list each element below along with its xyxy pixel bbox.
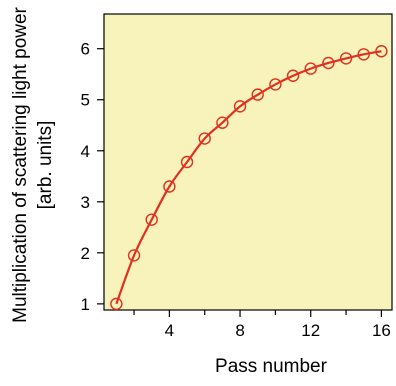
data-point: [339, 52, 353, 65]
series-line: [115, 50, 382, 305]
x-tick-label: 16: [372, 321, 391, 340]
x-axis-ticks: 4 8 12 16: [133, 310, 391, 340]
x-tick-label: 12: [301, 321, 320, 340]
y-axis-ticks: 1 2 3 4 5 6: [81, 40, 104, 314]
series-layer: [110, 45, 388, 311]
data-point: [180, 155, 194, 169]
y-tick-label: 2: [81, 244, 90, 263]
data-point: [251, 88, 264, 101]
y-tick-label: 5: [81, 91, 90, 110]
x-axis-title: Pass number: [215, 356, 328, 377]
y-tick-label: 3: [81, 193, 90, 212]
data-point: [145, 213, 158, 226]
x-tick-label: 8: [235, 321, 244, 340]
data-point: [304, 62, 317, 75]
x-tick-label: 4: [165, 321, 174, 340]
data-point: [110, 297, 123, 311]
data-point: [127, 249, 141, 262]
data-point: [198, 132, 211, 145]
data-point: [375, 45, 388, 58]
data-point: [269, 78, 282, 91]
y-tick-label: 1: [81, 295, 90, 314]
data-point: [286, 69, 300, 82]
y-tick-label: 4: [81, 142, 90, 161]
data-point: [233, 100, 247, 113]
data-point: [163, 180, 176, 193]
data-point: [216, 116, 229, 129]
y-axis-title-line2: [arb. units]: [35, 121, 56, 210]
data-point: [357, 48, 370, 61]
y-tick-label: 6: [81, 40, 90, 59]
data-point: [322, 56, 335, 70]
y-axis-title-line1: Multiplication of scattering light power: [10, 6, 31, 322]
